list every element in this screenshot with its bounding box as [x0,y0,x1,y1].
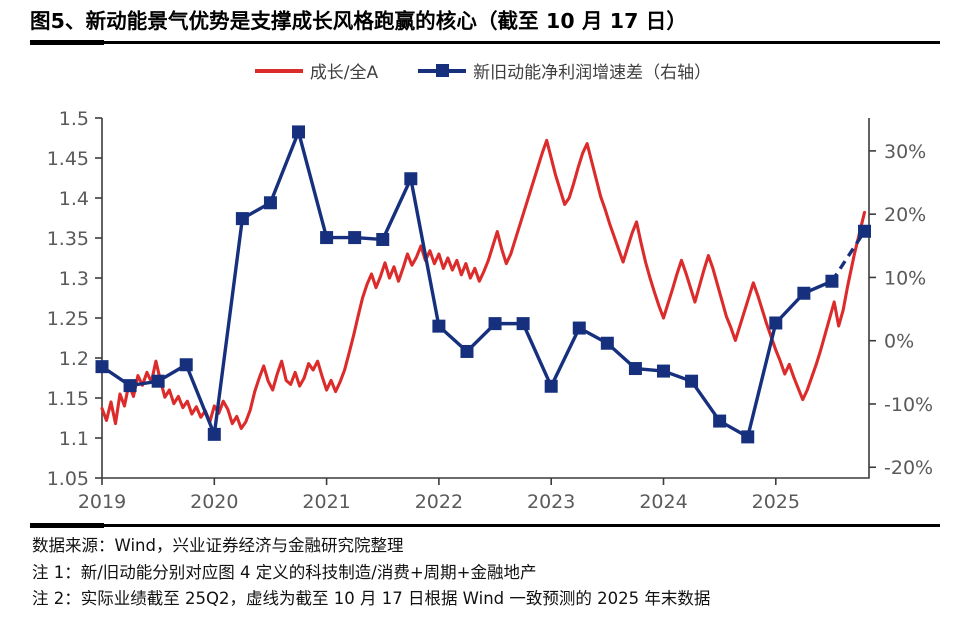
y-right-tick-label: 10% [884,267,926,289]
series-point-marker [179,358,193,372]
x-tick-label: 2020 [190,491,238,512]
title-divider [30,39,940,45]
x-tick-label: 2022 [415,491,463,512]
series-line-spread-forecast-dashed [830,230,866,283]
y-left-tick-label: 1.35 [47,228,89,250]
series-point-marker [263,196,277,210]
series-point-marker [123,379,137,393]
x-tick-label: 2019 [78,491,126,512]
y-right-tick-label: 20% [884,204,926,226]
y-left-tick-label: 1.15 [47,388,89,410]
series-point-marker [404,172,418,186]
series-point-marker [656,364,670,378]
series-point-marker [207,427,221,441]
y-left-tick-label: 1.2 [59,348,89,370]
footnotes: 数据来源：Wind，兴业证券经济与金融研究院整理 注 1：新/旧动能分别对应图 … [32,534,952,618]
x-tick-label: 2021 [302,491,350,512]
series-point-marker [432,319,446,333]
series-point-marker [572,321,586,335]
title-block: 图5、新动能景气优势是支撑成长风格跑赢的核心（截至 10 月 17 日） [0,0,966,35]
legend-item-growth: 成长/全A [254,58,379,83]
series-point-marker [769,316,783,330]
series-line-growth-over-alla [100,138,867,430]
series-point-marker [488,317,502,331]
series-point-marker [151,374,165,388]
series-point-marker [95,360,109,374]
legend-swatch-line-icon [254,64,303,78]
x-tick-label: 2023 [527,491,575,512]
series-line-new-old-momentum-spread [101,130,833,439]
legend-label-spread: 新旧动能净利润增速差（右轴） [473,63,712,83]
series-point-marker [713,414,727,428]
series-point-marker [348,231,362,245]
series-point-marker [235,212,249,226]
y-left-tick-label: 1.3 [59,268,89,290]
series-point-marker [685,374,699,388]
series-point-marker [460,344,474,358]
axis-frame [101,118,870,479]
page-title: 图5、新动能景气优势是支撑成长风格跑赢的核心（截至 10 月 17 日） [30,9,687,33]
series-point-marker [825,274,839,288]
y-right-tick-label: 30% [884,141,926,163]
chart-plot-area: 1.05 1.1 1.15 1.2 1.25 1.3 1.35 1.4 1.45 1.5 -20% -… [0,92,966,512]
series-point-marker [376,232,390,246]
legend-label-growth: 成长/全A [309,63,379,83]
chart-legend: 成长/全A 新旧动能净利润增速差（右轴） [0,58,966,83]
y-right-tick-label: 0% [884,331,914,353]
y-left-tick-label: 1.5 [59,108,89,130]
legend-swatch-line-square-icon [418,64,467,78]
y-left-tick-label: 1.45 [47,148,89,170]
series-point-marker [544,379,558,393]
y-left-tick-label: 1.25 [47,308,89,330]
series-point-marker [741,430,755,444]
series-point-marker [797,286,811,300]
footnote-source: 数据来源：Wind，兴业证券经济与金融研究院整理 [32,536,404,555]
legend-item-profit-growth-spread: 新旧动能净利润增速差（右轴） [418,58,711,83]
series-point-marker [600,336,614,350]
x-tick-label: 2024 [639,491,687,512]
footnote-note-2: 注 2：实际业绩截至 25Q2，虚线为截至 10 月 17 日根据 Wind 一… [32,589,711,608]
y-left-tick-label: 1.05 [47,468,89,490]
y-right-tick-label: -10% [884,394,933,416]
y-right-tick-label: -20% [884,457,933,479]
series-point-marker [858,224,872,238]
y-left-tick-label: 1.4 [59,188,89,210]
x-tick-label: 2025 [752,491,800,512]
footer-divider [30,523,940,528]
series-point-marker [628,362,642,376]
line-chart-svg: 1.05 1.1 1.15 1.2 1.25 1.3 1.35 1.4 1.45 1.5 -20% -… [47,108,933,512]
series-point-marker [292,125,306,139]
footnote-note-1: 注 1：新/旧动能分别对应图 4 定义的科技制造/消费+周期+金融地产 [32,562,537,582]
series-point-marker [320,231,334,245]
series-point-marker [516,317,530,331]
y-left-tick-label: 1.1 [59,428,89,450]
